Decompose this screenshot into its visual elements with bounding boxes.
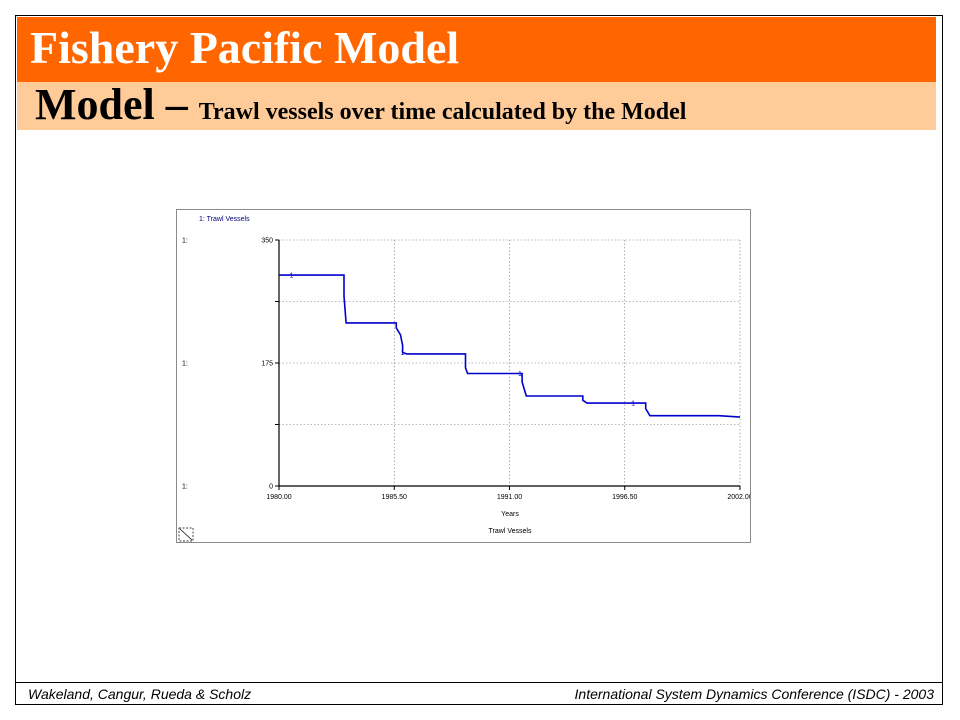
series-marker-label: 1	[401, 350, 405, 357]
footer-authors: Wakeland, Cangur, Rueda & Scholz	[28, 686, 252, 702]
axes	[275, 239, 741, 490]
scale-corner-icon	[178, 527, 194, 542]
y-tick-label: 350	[261, 238, 273, 245]
x-tick-label: 1996.50	[612, 494, 637, 501]
slide-subtitle: Model – Trawl vessels over time calculat…	[35, 81, 686, 139]
x-tick-label: 1980.00	[266, 494, 291, 501]
y-axis-series-prefix: 1:	[182, 238, 188, 245]
x-tick-label: 1991.00	[497, 494, 522, 501]
subtitle-main: Model –	[35, 80, 199, 129]
footer-divider	[16, 682, 942, 683]
footer-conference: International System Dynamics Conference…	[574, 686, 934, 702]
series-marker-label: 1	[290, 273, 294, 280]
legend-text: 1: Trawl Vessels	[199, 216, 250, 223]
subtitle-detail: Trawl vessels over time calculated by th…	[198, 99, 687, 125]
y-tick-label: 0	[269, 484, 273, 491]
series-marker-label: 1	[518, 371, 522, 378]
series-marker-label: 1	[631, 401, 635, 408]
x-tick-labels: 1980.00 1985.50 1991.00 1996.50 2002.00	[266, 494, 752, 501]
series-group: 1 1 1 1	[279, 273, 741, 418]
x-tick-label: 1985.50	[382, 494, 407, 501]
x-axis-label: Years	[501, 511, 519, 518]
y-axis-series-prefix: 1:	[182, 484, 188, 491]
gridlines	[279, 239, 741, 486]
title-bar	[17, 17, 936, 82]
y-tick-label: 175	[261, 361, 273, 368]
subtitle-bar	[17, 82, 936, 130]
slide-title: Fishery Pacific Model	[30, 22, 460, 73]
y-axis-series-prefix: 1:	[182, 361, 188, 368]
y-tick-labels: 0 1: 175 1: 350 1:	[182, 238, 273, 491]
chart-caption: Trawl Vessels	[489, 528, 532, 535]
x-tick-label: 2002.00	[727, 494, 750, 501]
chart-panel: 1: Trawl Vessels 0 1: 175 1: 350 1: 1980.00 19…	[176, 209, 753, 543]
series-line-trawl-vessels	[279, 274, 741, 418]
